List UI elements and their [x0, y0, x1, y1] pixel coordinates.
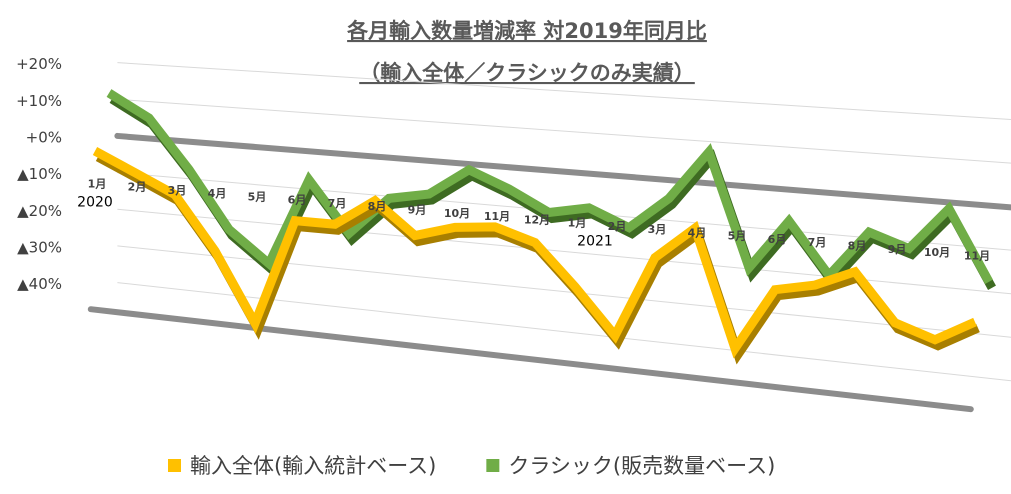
y-tick-label: +0%: [26, 128, 62, 146]
legend-swatch: [486, 459, 500, 472]
y-tick-label: ▲40%: [17, 275, 62, 293]
series-line: [92, 147, 977, 359]
x-tick-label: 10月: [444, 207, 470, 220]
x-tick-label: 5月: [248, 190, 267, 203]
x-tick-label: 11月: [964, 249, 990, 262]
x-tick-label: 8月: [848, 240, 867, 253]
x-tick-label: 3月: [168, 184, 187, 197]
x-tick-label: 1月: [568, 217, 587, 230]
legend-label: クラシック(販売数量ベース): [508, 454, 775, 478]
x-tick-label: 9月: [408, 204, 427, 217]
x-tick-label: 3月: [648, 223, 667, 236]
x-tick-label: 12月: [524, 213, 550, 226]
x-tick-label: 6月: [768, 233, 787, 246]
x-group-label: 2021: [577, 234, 613, 250]
x-tick-label: 7月: [328, 197, 347, 210]
x-tick-label: 9月: [888, 243, 907, 256]
floor-line: [87, 306, 974, 413]
y-tick-label: +20%: [16, 55, 62, 73]
y-tick-label: ▲30%: [17, 238, 62, 256]
x-tick-label: 2月: [608, 220, 627, 233]
y-tick-label: ▲10%: [17, 165, 62, 183]
x-tick-label: 6月: [288, 194, 307, 207]
x-tick-label: 10月: [924, 246, 950, 259]
legend-swatch: [168, 459, 181, 472]
grid-line: [117, 62, 1011, 121]
grid-line: [117, 98, 1011, 164]
x-tick-label: 1月: [88, 177, 107, 190]
x-tick-label: 4月: [688, 226, 707, 239]
chart-subtitle: （輸入全体／クラシックのみ実績）: [359, 61, 695, 85]
y-tick-label: +10%: [16, 92, 62, 110]
x-tick-label: 2月: [128, 181, 147, 194]
grid-line: [117, 208, 1011, 295]
x-tick-label: 8月: [368, 200, 387, 213]
x-tick-label: 4月: [208, 187, 227, 200]
series-line: [106, 89, 993, 284]
chart-title: 各月輸入数量増減率 対2019年同月比: [346, 19, 707, 43]
y-tick-label: ▲20%: [17, 202, 62, 220]
x-tick-label: 5月: [728, 230, 747, 243]
x-tick-label: 7月: [808, 236, 827, 249]
legend-label: 輸入全体(輸入統計ベース): [190, 454, 436, 478]
x-group-label: 2020: [77, 194, 113, 210]
x-tick-label: 11月: [484, 210, 510, 223]
zero-line: [114, 132, 1011, 211]
